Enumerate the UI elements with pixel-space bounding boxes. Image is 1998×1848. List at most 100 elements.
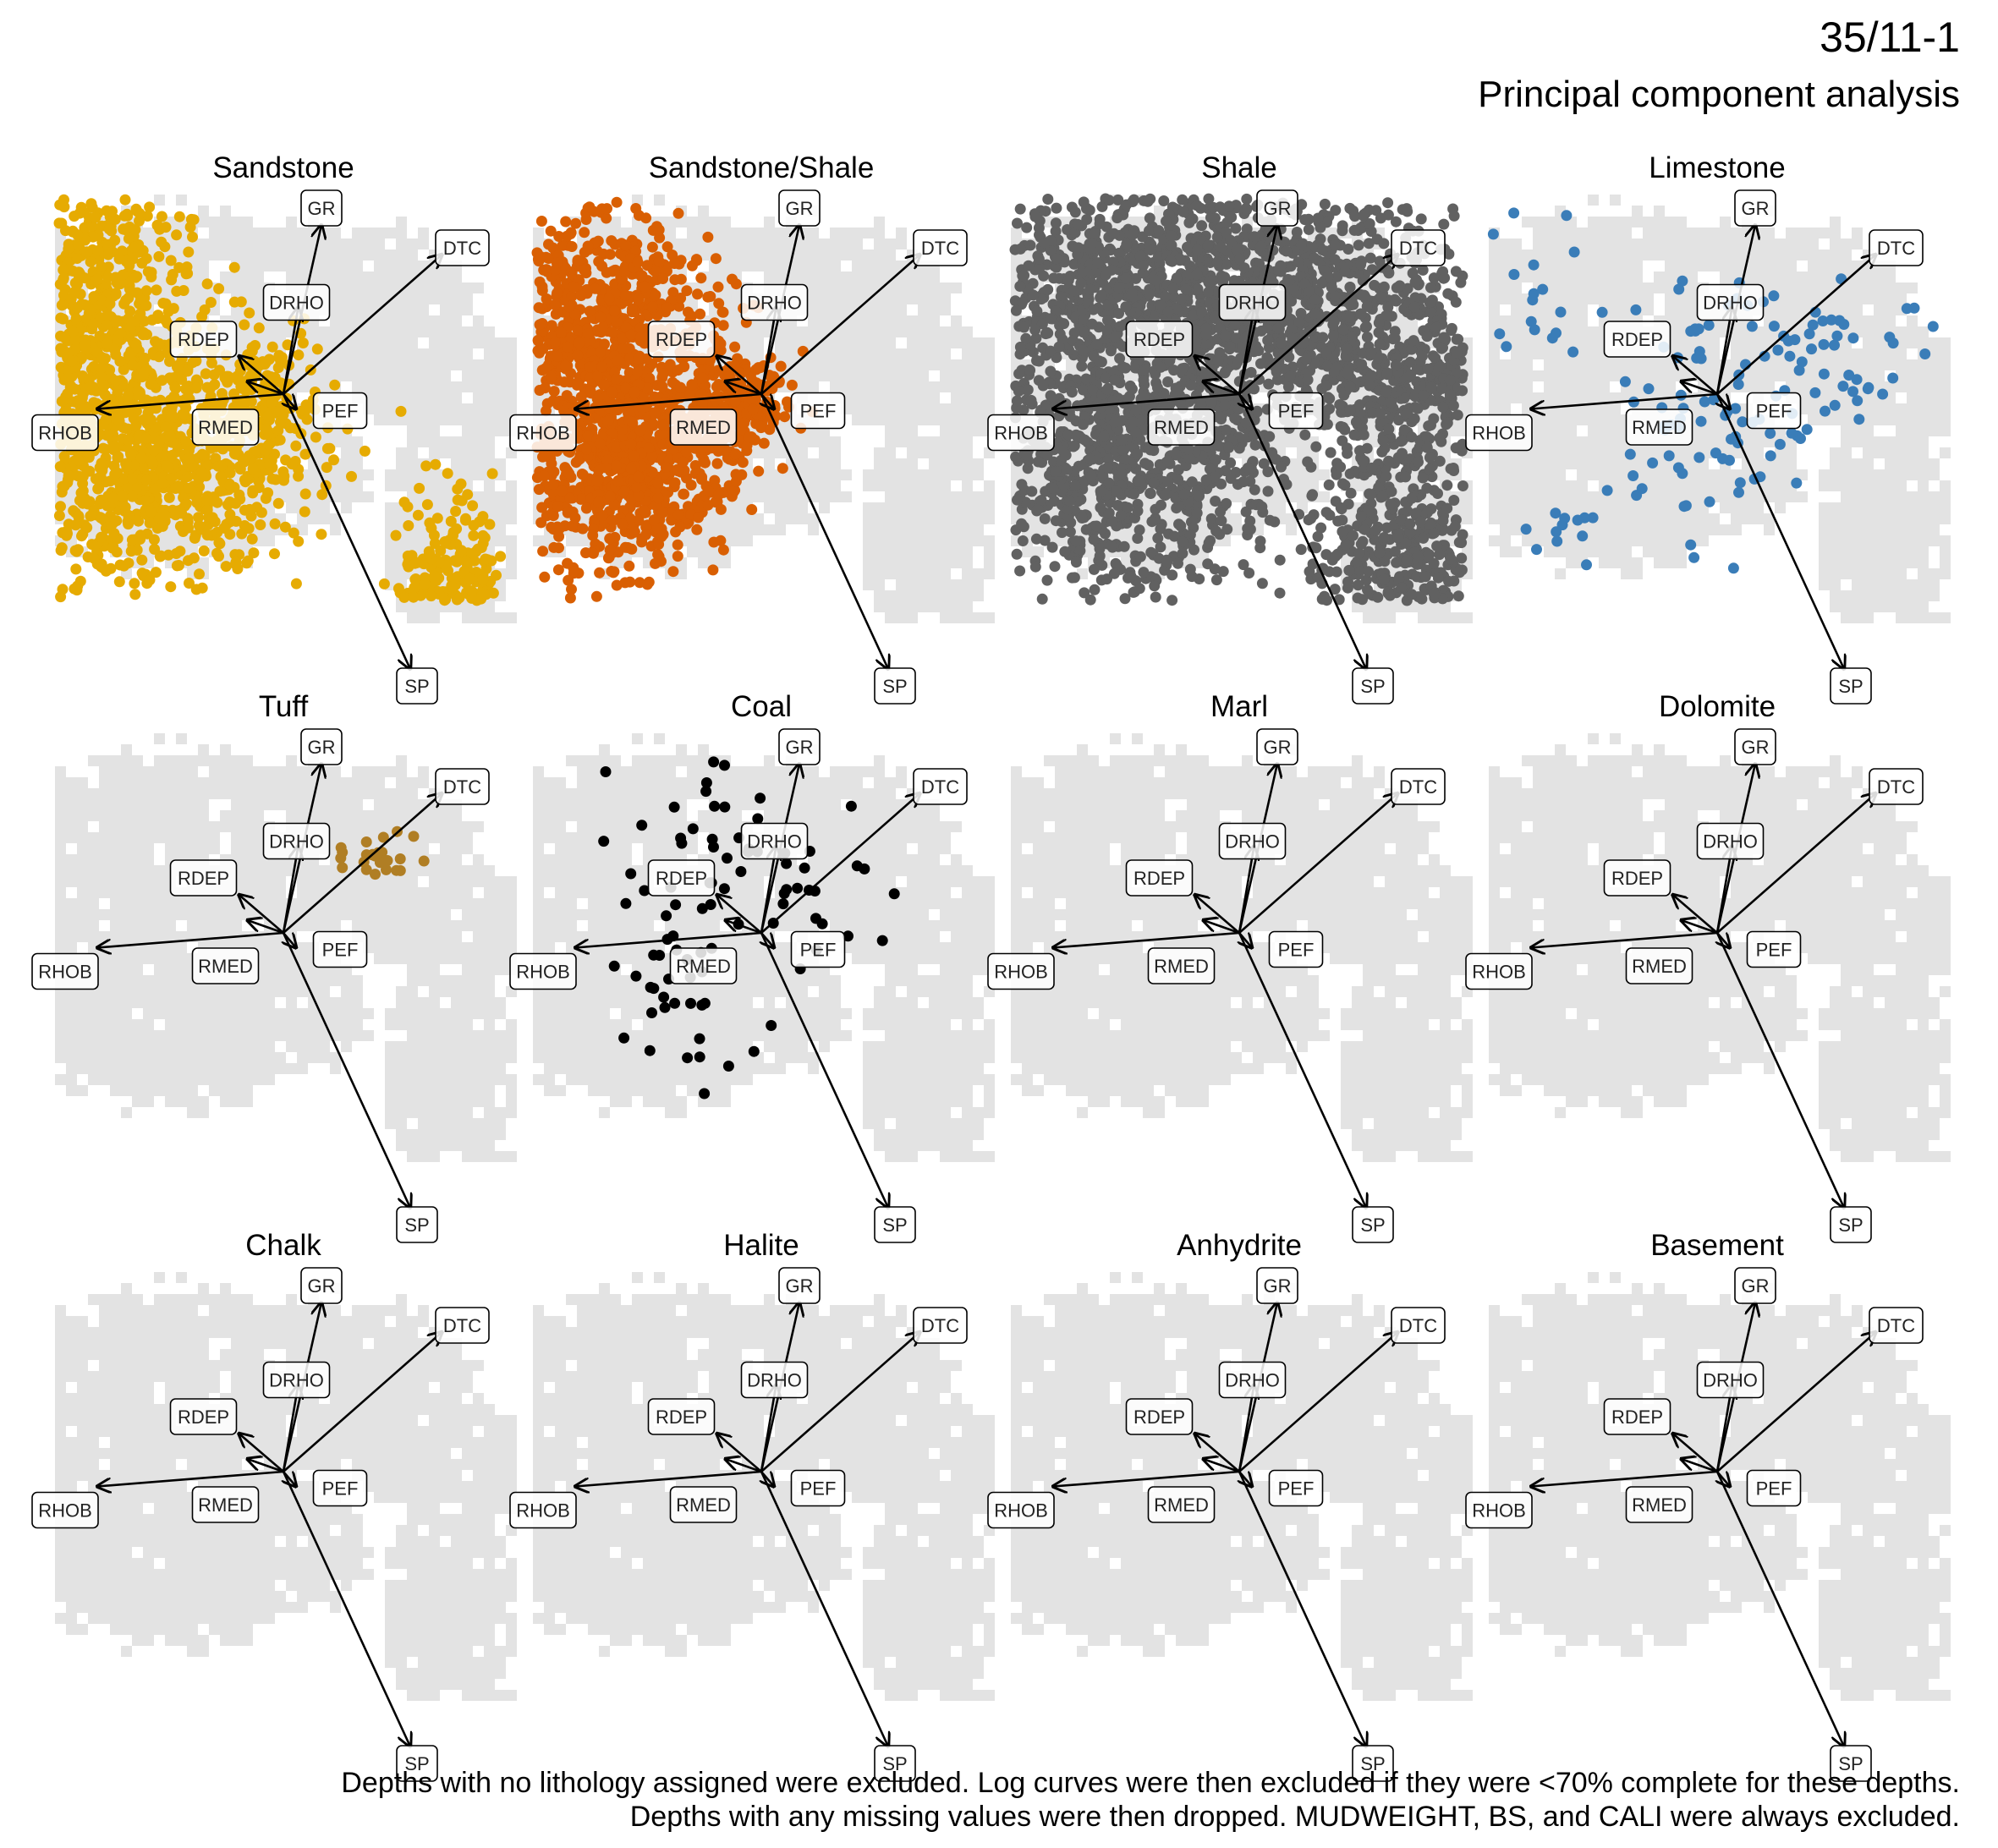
- data-point: [1191, 200, 1203, 211]
- loading-arrow-drho: [282, 308, 299, 395]
- data-point: [156, 477, 168, 489]
- data-point: [1017, 297, 1028, 308]
- data-point: [1055, 291, 1067, 303]
- data-point: [702, 499, 714, 511]
- data-point: [269, 548, 280, 560]
- data-point: [244, 307, 255, 319]
- data-point: [279, 521, 291, 533]
- label-text: RMED: [676, 417, 731, 438]
- data-point: [1415, 213, 1427, 225]
- data-point: [96, 513, 107, 524]
- data-point: [145, 266, 157, 278]
- data-point: [63, 347, 74, 359]
- data-point: [601, 203, 612, 215]
- label-box: [647, 321, 716, 358]
- label-box: [169, 321, 238, 358]
- data-point: [211, 547, 222, 559]
- data-point: [139, 353, 151, 364]
- data-point: [570, 217, 582, 229]
- data-point: [1275, 260, 1287, 271]
- data-point: [729, 341, 741, 353]
- data-point: [107, 441, 119, 452]
- data-point: [672, 551, 683, 562]
- data-point: [656, 381, 668, 392]
- data-point: [729, 485, 741, 496]
- data-point: [602, 415, 614, 426]
- data-point: [1177, 194, 1188, 206]
- data-point: [692, 288, 703, 300]
- data-point: [744, 431, 755, 443]
- label-box: [874, 667, 916, 705]
- data-point: [113, 415, 125, 427]
- data-point: [131, 287, 143, 299]
- data-point: [277, 466, 289, 478]
- data-point: [1345, 299, 1356, 311]
- data-point: [475, 542, 487, 553]
- data-point: [599, 338, 610, 350]
- data-point: [1069, 206, 1081, 218]
- data-point: [1072, 219, 1084, 230]
- data-point: [656, 506, 668, 518]
- data-point: [1092, 257, 1104, 269]
- data-point: [1022, 384, 1034, 396]
- data-point: [239, 319, 250, 331]
- data-point: [439, 595, 451, 606]
- data-point: [90, 211, 102, 223]
- data-point: [200, 368, 211, 380]
- data-point: [1108, 228, 1120, 239]
- data-point: [299, 448, 311, 460]
- data-point: [727, 273, 738, 285]
- data-point: [94, 498, 106, 510]
- data-point: [193, 519, 205, 531]
- data-point: [1121, 239, 1133, 250]
- data-point: [464, 573, 476, 584]
- data-point: [1303, 213, 1315, 225]
- data-point: [738, 417, 750, 429]
- data-point: [624, 513, 636, 524]
- data-point: [634, 332, 646, 343]
- data-point: [1051, 253, 1062, 265]
- data-point: [563, 301, 575, 313]
- data-point: [596, 510, 608, 522]
- data-point: [414, 482, 425, 494]
- data-point: [1358, 210, 1370, 222]
- data-point: [151, 219, 163, 231]
- data-point: [641, 260, 653, 271]
- data-point: [1121, 199, 1132, 211]
- data-point: [201, 278, 213, 290]
- data-point: [173, 261, 185, 273]
- data-point: [244, 503, 255, 515]
- data-point: [1210, 212, 1221, 224]
- data-point: [96, 531, 107, 543]
- loading-label-rmed: RMED: [191, 409, 260, 446]
- data-point: [1355, 259, 1367, 271]
- data-point: [696, 443, 708, 455]
- data-point: [1103, 195, 1115, 206]
- data-point: [597, 321, 609, 333]
- data-point: [81, 522, 93, 534]
- data-point: [111, 546, 123, 558]
- data-point: [553, 530, 565, 542]
- data-point: [69, 286, 80, 298]
- data-point: [557, 485, 568, 497]
- data-point: [604, 544, 616, 556]
- data-point: [591, 475, 603, 487]
- data-point: [654, 232, 666, 244]
- data-point: [782, 396, 793, 408]
- data-point: [100, 414, 112, 425]
- data-point: [115, 327, 127, 339]
- data-point: [87, 318, 99, 330]
- data-point: [184, 578, 195, 589]
- data-point: [572, 255, 584, 266]
- data-point: [321, 442, 333, 454]
- data-point: [633, 293, 645, 304]
- data-point: [63, 518, 74, 530]
- data-point: [1240, 202, 1252, 214]
- data-point: [723, 369, 735, 380]
- data-point: [624, 353, 636, 365]
- loading-arrow-drho: [760, 308, 777, 395]
- data-point: [98, 380, 109, 392]
- data-point: [73, 510, 85, 522]
- data-point: [1027, 289, 1039, 301]
- data-point: [1031, 305, 1043, 317]
